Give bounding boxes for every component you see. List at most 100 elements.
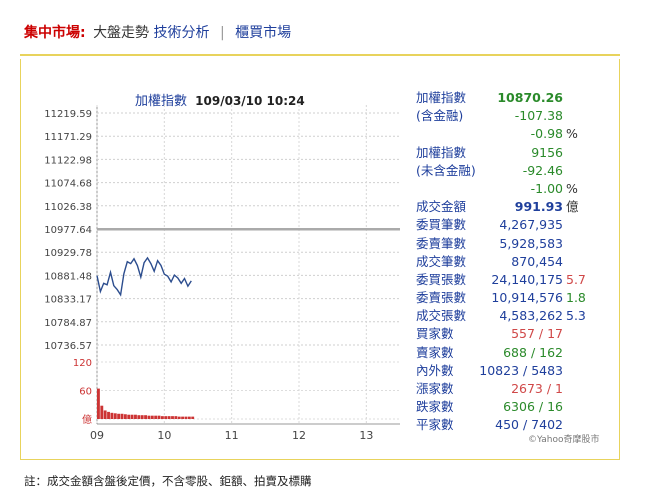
market-panel xyxy=(20,59,620,460)
x-tick-label: 12 xyxy=(292,429,306,442)
stat-value: 9156 xyxy=(531,144,563,160)
stat-value: 5,928,583 xyxy=(499,235,563,251)
stat-row: 內外數 10823 / 5483 xyxy=(416,362,596,380)
stat-label: 賣家數 xyxy=(416,344,454,360)
stat-row: 加權指數 9156 xyxy=(416,144,596,162)
stat-value: 450 / 7402 xyxy=(495,417,563,433)
tech-analysis-link[interactable]: 技術分析 xyxy=(153,25,210,41)
volume-bar xyxy=(107,411,110,419)
stat-row: 跌家數 6306 / 16 xyxy=(416,398,596,416)
x-tick-label: 11 xyxy=(225,429,239,442)
stat-row: 漲家數 2673 / 1 xyxy=(416,380,596,398)
stat-label: 委買筆數 xyxy=(416,217,467,233)
volume-bar xyxy=(160,416,164,419)
stat-row: -1.00% xyxy=(416,180,596,198)
volume-bar xyxy=(187,416,191,419)
top-divider xyxy=(20,54,620,56)
stat-row: 平家數 450 / 7402 xyxy=(416,416,596,434)
chart-datetime: 109/03/10 10:24 xyxy=(195,94,305,108)
price-tick-label: 11026.38 xyxy=(44,202,92,213)
header-separator: | xyxy=(219,25,225,41)
stat-label: (未含金融) xyxy=(416,162,476,178)
stat-label: 平家數 xyxy=(416,417,454,433)
stat-row: 成交筆數 870,454 xyxy=(416,253,596,271)
volume-bar xyxy=(110,412,114,419)
stat-value: 4,267,935 xyxy=(499,217,563,233)
volume-bar xyxy=(130,414,134,419)
volume-bar xyxy=(123,414,127,419)
price-tick-label: 10833.17 xyxy=(44,295,92,306)
stat-value: 4,583,262 xyxy=(499,308,563,324)
stat-label: 漲家數 xyxy=(416,381,454,396)
volume-bar xyxy=(174,416,178,419)
stat-label: 委買張數 xyxy=(416,271,467,287)
stat-row: -0.98% xyxy=(416,125,596,143)
volume-bar xyxy=(157,415,161,419)
otc-market-link[interactable]: 櫃買市場 xyxy=(235,25,292,41)
footnote: 註：成交金額含盤後定價，不含零股、鉅額、拍賣及標購 xyxy=(24,474,312,488)
volume-bar xyxy=(103,410,107,419)
stat-row: 加權指數 10870.26 xyxy=(416,89,596,107)
stat-extra: 1.8 xyxy=(566,290,586,306)
stat-value: 870,454 xyxy=(511,253,563,269)
stat-label: 加權指數 xyxy=(416,90,467,105)
price-tick-label: 11074.68 xyxy=(44,179,92,190)
stat-row: 委賣筆數 5,928,583 xyxy=(416,235,596,253)
x-tick-label: 13 xyxy=(359,429,373,442)
x-tick-label: 10 xyxy=(157,429,171,442)
volume-bar xyxy=(171,416,174,419)
price-tick-label: 11171.29 xyxy=(44,132,92,143)
price-tick-label: 11122.98 xyxy=(44,155,92,166)
stat-extra: 5.7 xyxy=(566,271,586,287)
stat-value: -107.38 xyxy=(514,108,563,124)
volume-bar xyxy=(127,414,131,419)
volume-bar xyxy=(167,416,171,419)
volume-bar xyxy=(154,415,158,419)
volume-bar xyxy=(97,388,100,419)
volume-tick-label: 億 xyxy=(82,413,92,426)
stat-label: 內外數 xyxy=(416,362,454,378)
volume-bar xyxy=(147,415,151,419)
volume-bar xyxy=(177,416,181,419)
volume-bar xyxy=(140,415,144,419)
stats-table: 加權指數 10870.26 (含金融) -107.38 -0.98% 加權指數 9156 (未… xyxy=(416,89,596,435)
stat-row: 賣家數 688 / 162 xyxy=(416,344,596,362)
volume-tick-label: 60 xyxy=(79,387,92,398)
stat-label: 成交筆數 xyxy=(416,253,467,269)
stat-value: 2673 / 1 xyxy=(511,381,563,396)
price-tick-label: 10784.87 xyxy=(44,318,92,329)
stat-row: 成交張數 4,583,262 5.3 xyxy=(416,307,596,325)
price-line xyxy=(96,256,192,297)
volume-bar xyxy=(181,416,185,419)
chart-title: 加權指數 109/03/10 10:24 xyxy=(135,90,305,109)
stat-value: 10870.26 xyxy=(497,90,563,105)
chart-index-name: 加權指數 xyxy=(135,94,188,109)
market-label: 集中市場: xyxy=(24,25,86,41)
stat-extra: 億 xyxy=(566,199,579,215)
price-tick-label: 10736.57 xyxy=(44,341,92,352)
volume-bar xyxy=(137,415,141,419)
price-tick-label: 10881.48 xyxy=(44,271,92,282)
stat-label: 跌家數 xyxy=(416,399,454,415)
stat-row: 委買張數 24,140,175 5.7 xyxy=(416,271,596,289)
volume-bar xyxy=(191,416,195,419)
stat-label: 委賣筆數 xyxy=(416,235,467,251)
stat-extra: % xyxy=(566,180,578,196)
yahoo-credit: ©Yahoo奇摩股市 xyxy=(528,435,600,445)
stat-value: -0.98 xyxy=(530,126,563,142)
stat-value: -1.00 xyxy=(530,180,563,196)
stat-label: 買家數 xyxy=(416,326,454,342)
volume-bar xyxy=(120,413,124,419)
stat-value: 991.93 xyxy=(514,199,563,215)
stat-label: 委賣張數 xyxy=(416,290,467,306)
stat-label: 加權指數 xyxy=(416,144,467,160)
current-view-label: 大盤走勢 xyxy=(93,25,150,41)
x-tick-label: 09 xyxy=(90,429,104,442)
price-tick-label: 10977.64 xyxy=(44,225,92,236)
stat-row: (含金融) -107.38 xyxy=(416,107,596,125)
stat-label: 成交張數 xyxy=(416,308,467,324)
volume-bar xyxy=(164,416,168,419)
price-tick-label: 10929.78 xyxy=(44,248,92,259)
volume-bar xyxy=(117,413,121,419)
